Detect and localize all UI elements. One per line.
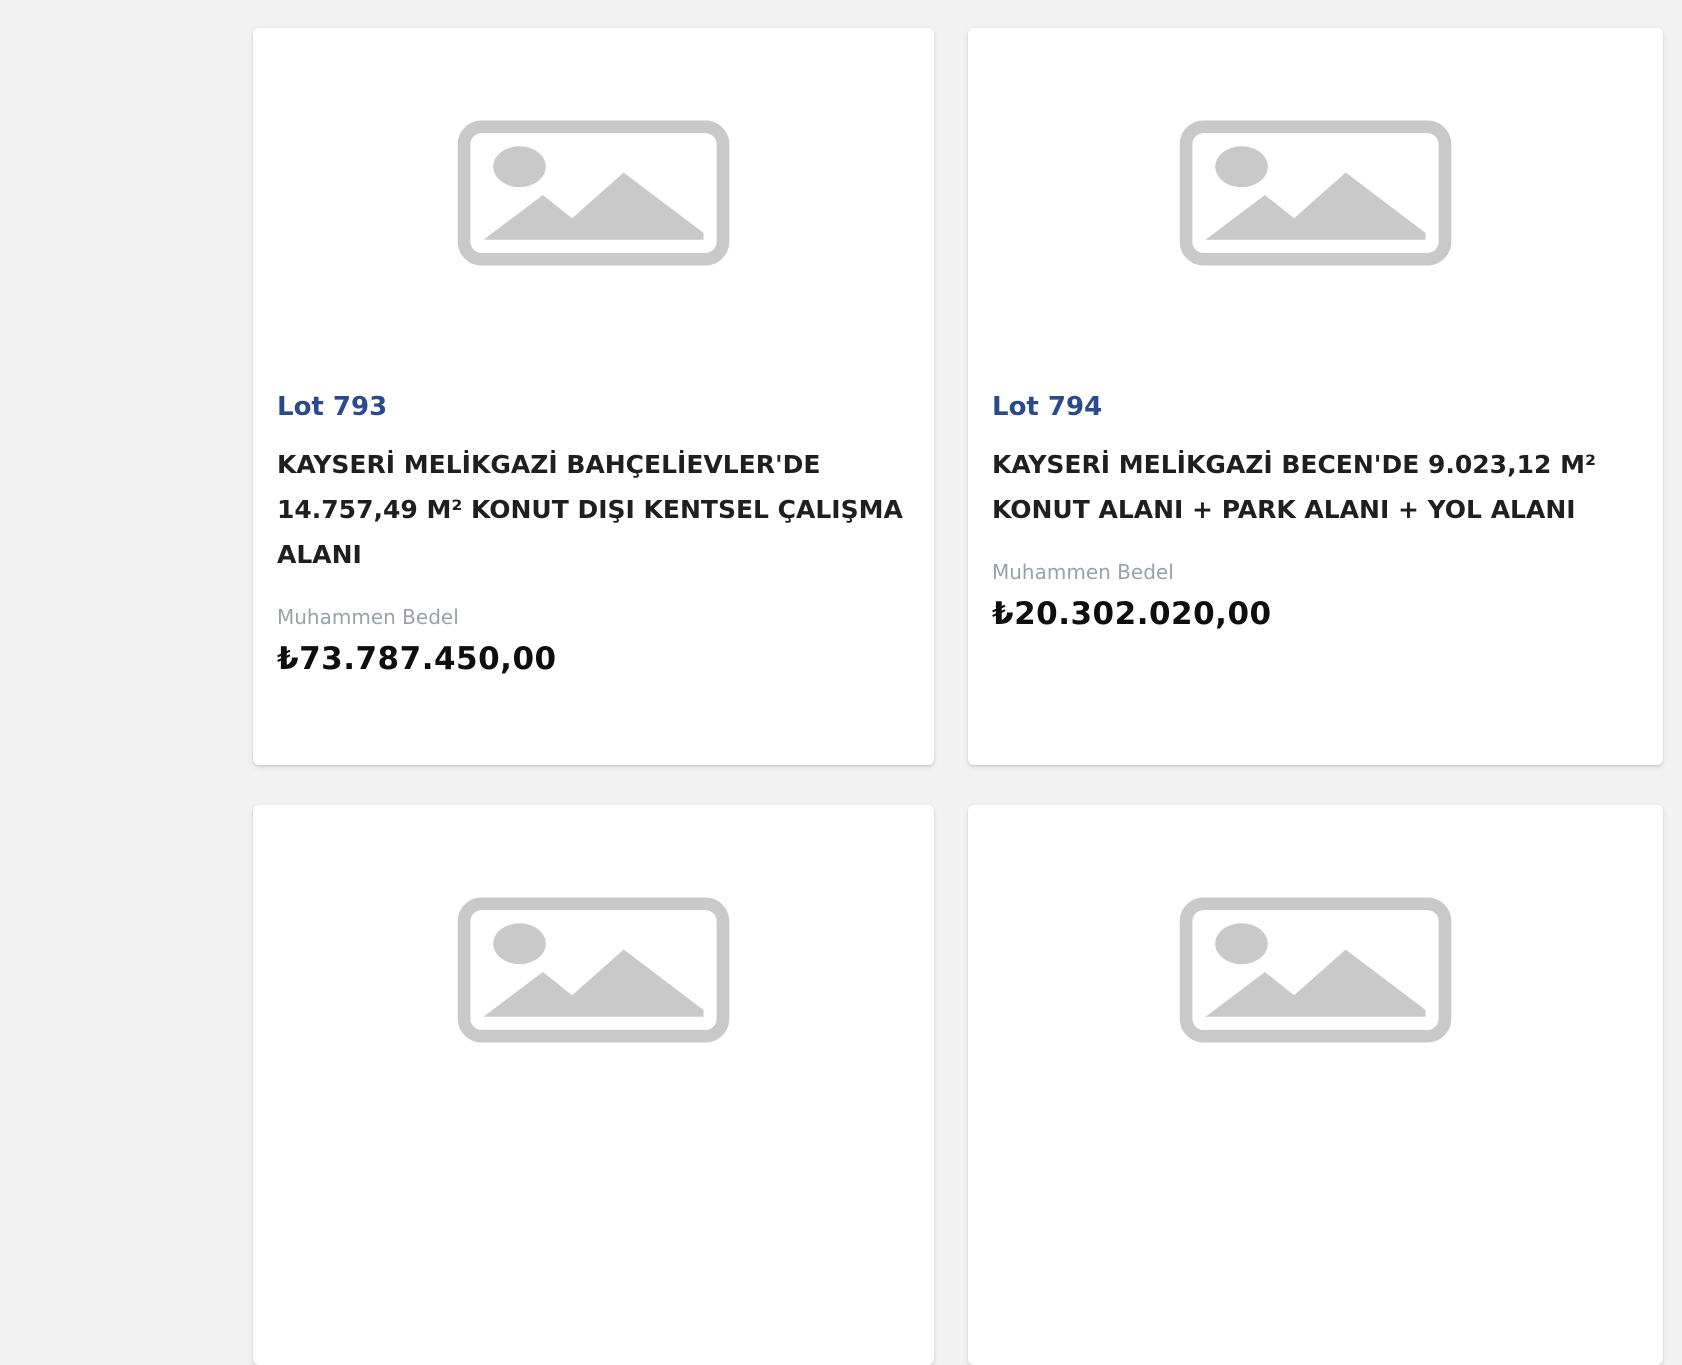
image-placeholder-icon [457, 120, 730, 266]
lot-card[interactable] [253, 805, 934, 1365]
image-placeholder-icon [457, 897, 730, 1043]
card-body: Lot 793 KAYSERİ MELİKGAZİ BAHÇELİEVLER'D… [253, 386, 934, 707]
lot-card[interactable]: Lot 794 KAYSERİ MELİKGAZİ BECEN'DE 9.023… [968, 28, 1663, 765]
card-image-placeholder [968, 805, 1663, 1163]
lot-title: KAYSERİ MELİKGAZİ BECEN'DE 9.023,12 M² K… [992, 450, 1596, 524]
image-placeholder-icon [1179, 120, 1452, 266]
lot-number-link[interactable]: Lot 793 [277, 392, 388, 422]
card-image-placeholder [968, 28, 1663, 386]
card-body: Lot 794 KAYSERİ MELİKGAZİ BECEN'DE 9.023… [968, 386, 1663, 662]
lot-card[interactable] [968, 805, 1663, 1365]
lot-card[interactable]: Lot 793 KAYSERİ MELİKGAZİ BAHÇELİEVLER'D… [253, 28, 934, 765]
appraised-value-label: Muhammen Bedel [992, 560, 1174, 584]
card-image-placeholder [253, 805, 934, 1163]
appraised-value: ₺73.787.450,00 [277, 641, 557, 677]
image-placeholder-icon [1179, 897, 1452, 1043]
card-image-placeholder [253, 28, 934, 386]
lot-card-grid: Lot 793 KAYSERİ MELİKGAZİ BAHÇELİEVLER'D… [253, 28, 1663, 1365]
appraised-value: ₺20.302.020,00 [992, 596, 1272, 632]
lot-title: KAYSERİ MELİKGAZİ BAHÇELİEVLER'DE 14.757… [277, 450, 903, 569]
appraised-value-label: Muhammen Bedel [277, 605, 459, 629]
lot-number-link[interactable]: Lot 794 [992, 392, 1103, 422]
